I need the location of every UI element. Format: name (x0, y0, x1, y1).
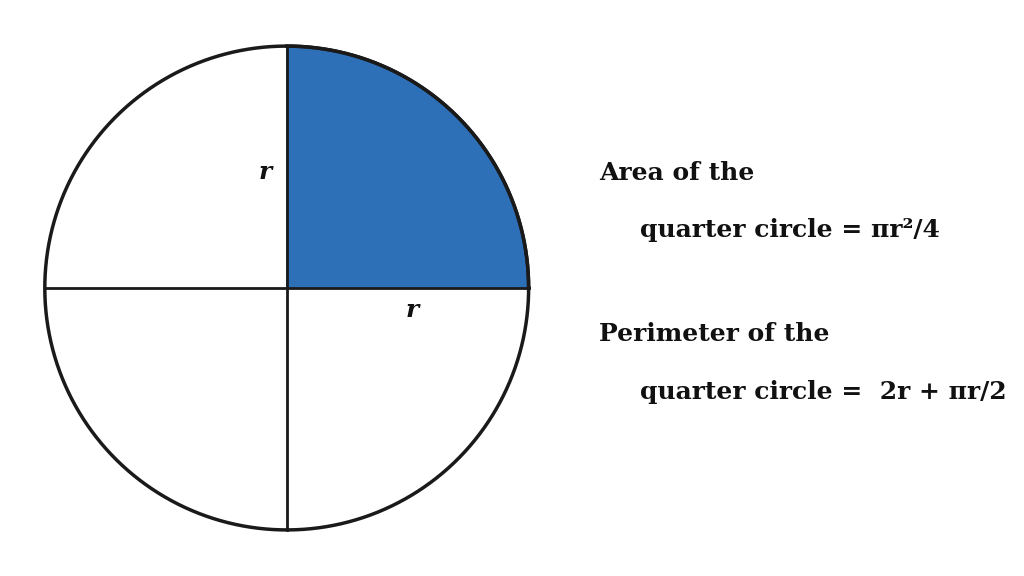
Text: r: r (258, 160, 271, 184)
Text: Area of the: Area of the (599, 161, 755, 185)
Text: Perimeter of the: Perimeter of the (599, 322, 829, 346)
Polygon shape (287, 46, 528, 288)
Text: quarter circle = πr²/4: quarter circle = πr²/4 (640, 218, 940, 242)
Text: quarter circle =  2r + πr/2: quarter circle = 2r + πr/2 (640, 380, 1007, 404)
Text: r: r (406, 298, 419, 323)
